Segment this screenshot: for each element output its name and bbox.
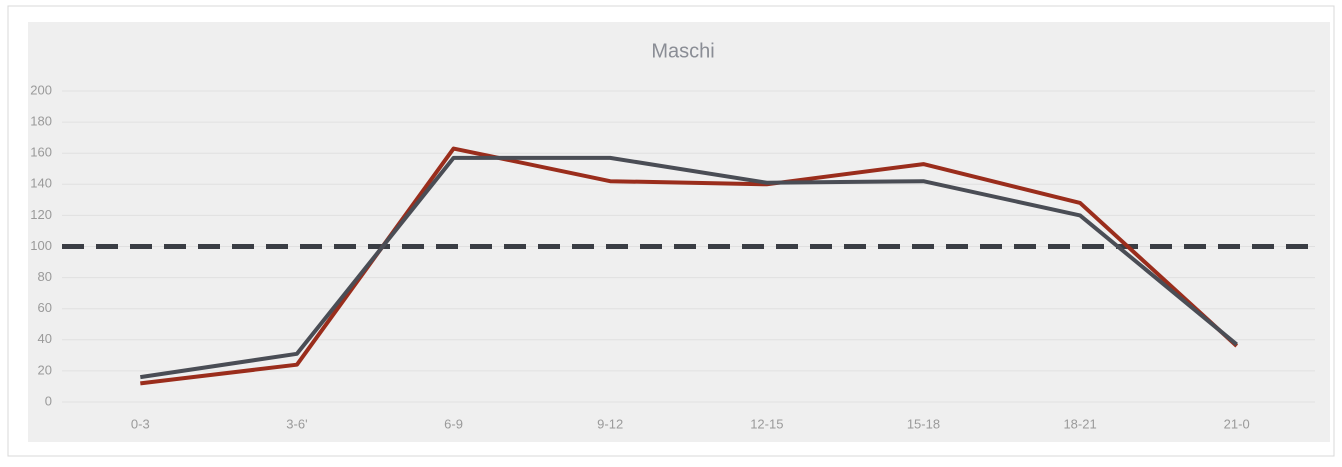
y-tick-label: 140 <box>30 176 52 191</box>
x-tick-label: 6-9 <box>444 416 463 431</box>
y-tick-label: 200 <box>30 82 52 97</box>
y-tick-label: 80 <box>38 269 52 284</box>
x-tick-label: 18-21 <box>1063 416 1096 431</box>
y-tick-label: 120 <box>30 207 52 222</box>
y-tick-label: 160 <box>30 145 52 160</box>
y-tick-label: 0 <box>45 393 52 408</box>
series-line <box>140 155 1238 380</box>
y-tick-label: 40 <box>38 331 52 346</box>
y-tick-label: 180 <box>30 114 52 129</box>
x-tick-label: 0-3 <box>131 416 150 431</box>
x-tick-label: 9-12 <box>597 416 623 431</box>
x-tick-label: 15-18 <box>907 416 940 431</box>
chart-title: Maschi <box>651 40 714 62</box>
plot-panel <box>28 22 1330 442</box>
y-tick-label: 100 <box>30 238 52 253</box>
series-line <box>140 146 1239 386</box>
y-tick-label: 60 <box>38 300 52 315</box>
x-tick-label: 21-0 <box>1224 416 1250 431</box>
x-tick-label: 12-15 <box>750 416 783 431</box>
y-tick-label: 20 <box>38 362 52 377</box>
x-tick-label: 3-6' <box>286 416 307 431</box>
